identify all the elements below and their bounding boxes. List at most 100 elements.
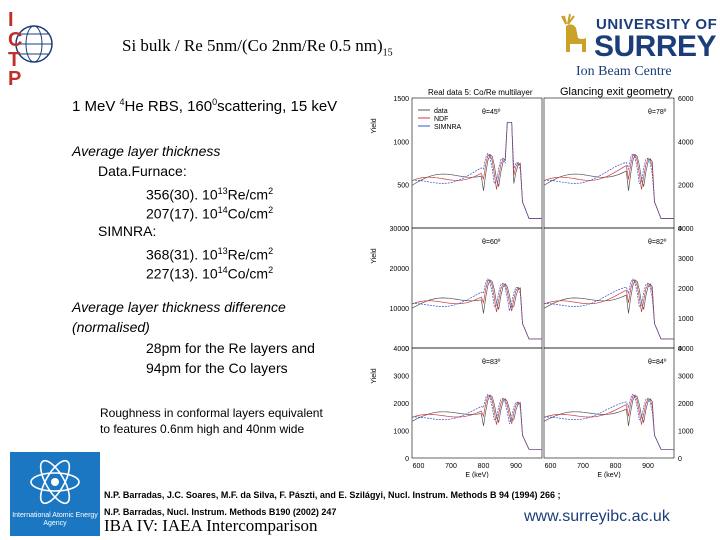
x-tick-label: 700 [577, 463, 589, 470]
y-tick-label: 0 [678, 226, 682, 233]
datafurnace-label: Data.Furnace: [98, 163, 187, 179]
surrey-university-of: UNIVERSITY OF [596, 16, 718, 33]
x-tick-label: 700 [445, 463, 457, 470]
ndf-series-line [543, 279, 674, 340]
y-tick-label: 3000 [393, 374, 409, 381]
y-tick-label: 30000 [390, 226, 410, 233]
df-re-value: 356(30). 1013Re/cm2 [146, 186, 274, 203]
y-tick-label: 2000 [678, 401, 694, 408]
data-series-line [411, 279, 542, 340]
simnra-series-line [543, 152, 674, 219]
diff-re: 28pm for the Re layers and [146, 340, 315, 356]
sim-re-value: 368(31). 1013Re/cm2 [146, 246, 274, 263]
df-co-value: 207(17). 1014Co/cm2 [146, 205, 274, 222]
surrey-name: SURREY [594, 30, 717, 63]
panel-frame [543, 347, 675, 459]
x-tick-label: 800 [478, 463, 490, 470]
y-tick-label: 0 [405, 226, 409, 233]
ndf-series-line [543, 153, 674, 219]
ndf-series-line [411, 279, 542, 340]
y-tick-label: 6000 [678, 96, 694, 103]
diff-heading: Average layer thickness difference [72, 299, 286, 315]
panel-angle: θ=78º [648, 109, 667, 116]
reference-1: N.P. Barradas, J.C. Soares, M.F. da Silv… [104, 490, 561, 500]
roughness-line1: Roughness in conformal layers equivalent [100, 406, 323, 420]
x-axis-label: E (keV) [465, 472, 488, 478]
reference-2: N.P. Barradas, Nucl. Instrum. Methods B1… [104, 507, 337, 517]
y-axis-label: Yield [371, 368, 378, 383]
panel-frame [543, 97, 675, 229]
data-series-line [543, 154, 674, 219]
y-tick-label: 2000 [678, 286, 694, 293]
simnra-series-line [544, 393, 674, 450]
panel-frame [411, 227, 543, 349]
x-tick-label: 800 [610, 463, 622, 470]
roughness-line2: to features 0.6nm high and 40nm wide [100, 422, 305, 436]
ictp-letter-p: P [8, 68, 21, 86]
panel-angle: θ=60º [482, 239, 501, 246]
glancing-label: Glancing exit geometry [560, 86, 673, 98]
legend-ndf-label: NDF [434, 116, 448, 123]
y-tick-label: 500 [397, 183, 409, 190]
ion-beam-centre: Ion Beam Centre [576, 64, 672, 79]
data-series-line [411, 394, 542, 450]
y-axis-label: Yield [371, 118, 378, 133]
y-tick-label: 0 [678, 346, 682, 353]
y-tick-label: 4000 [678, 346, 694, 353]
panel-angle: θ=82º [648, 239, 667, 246]
ictp-letter-t: T [8, 49, 20, 71]
legend-simnra-label: SIMNRA [434, 124, 462, 131]
y-tick-label: 20000 [390, 266, 410, 273]
footer-website[interactable]: www.surreyibc.ac.uk [524, 508, 670, 525]
panel-frame [543, 227, 675, 349]
diff-co: 94pm for the Co layers [146, 360, 288, 376]
y-axis-label: Yield [371, 248, 378, 263]
simnra-label: SIMNRA: [98, 223, 157, 239]
x-axis-label: E (keV) [597, 472, 620, 478]
rbs-conditions: 1 MeV 4He RBS, 1600scattering, 15 keV [72, 97, 338, 115]
panel-angle: θ=83º [482, 359, 501, 366]
y-tick-label: 0 [405, 456, 409, 463]
slide-title: Si bulk / Re 5nm/(Co 2nm/Re 0.5 nm)15 [122, 36, 393, 59]
data-series-line [543, 394, 674, 450]
y-tick-label: 4000 [678, 139, 694, 146]
ndf-series-line [411, 394, 542, 450]
y-tick-label: 1000 [393, 429, 409, 436]
data-series-line [411, 121, 542, 219]
panel-angle: θ=84º [648, 359, 667, 366]
y-tick-label: 3000 [678, 256, 694, 263]
y-tick-label: 3000 [678, 374, 694, 381]
ictp-letter-c: C [8, 29, 22, 51]
x-tick-label: 600 [413, 463, 425, 470]
y-tick-label: 1500 [393, 96, 409, 103]
data-series-line [543, 279, 674, 340]
y-tick-label: 1000 [678, 429, 694, 436]
diff-normalised: (normalised) [72, 319, 150, 335]
y-tick-label: 2000 [678, 183, 694, 190]
simnra-series-line [543, 278, 674, 340]
legend-data-label: data [434, 108, 448, 115]
y-tick-label: 1000 [393, 139, 409, 146]
y-tick-label: 2000 [393, 401, 409, 408]
ictp-logo: I C T P [6, 4, 56, 90]
avg-heading: Average layer thickness [72, 143, 221, 159]
figure-header: Real data 5: Co/Re multilayer [428, 88, 533, 97]
iaea-logo [10, 452, 100, 536]
y-tick-label: 0 [405, 346, 409, 353]
stag-icon [556, 12, 590, 61]
x-tick-label: 900 [642, 463, 654, 470]
ndf-series-line [543, 394, 674, 450]
panel-frame [411, 97, 543, 229]
panel-angle: θ=45º [482, 109, 501, 116]
rbs-spectra-figure: Real data 5: Co/Re multilayer 1500 1000 500… [368, 86, 718, 479]
y-tick-label: 1000 [678, 316, 694, 323]
y-tick-label: 4000 [678, 226, 694, 233]
x-tick-label: 600 [545, 463, 557, 470]
panel-frame [411, 347, 543, 459]
footer-title: IBA IV: IAEA Intercomparison [104, 516, 318, 535]
simnra-series-line [411, 278, 542, 340]
y-tick-label: 10000 [390, 306, 410, 313]
ndf-series-line [411, 121, 542, 219]
x-tick-label: 900 [510, 463, 522, 470]
y-tick-label: 4000 [393, 346, 409, 353]
